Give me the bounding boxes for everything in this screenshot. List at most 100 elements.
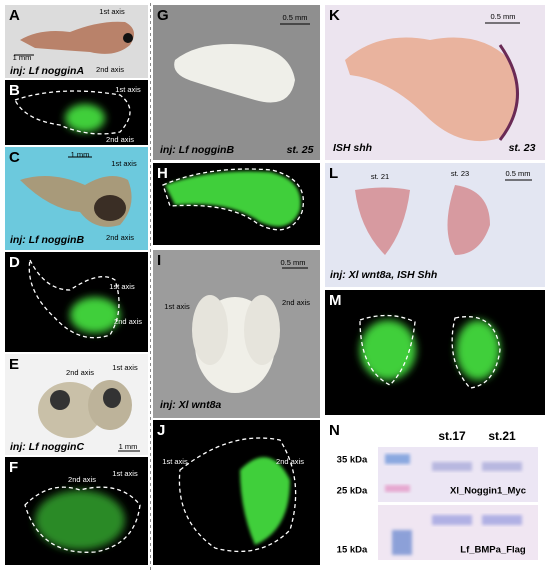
embryo-shape [165, 171, 301, 227]
caption: inj: Lf nogginB [160, 144, 234, 156]
embryo-shape [178, 437, 297, 553]
embryo-shape [123, 33, 133, 43]
caption: inj: Xl wnt8a [160, 399, 221, 411]
embryo-shape [355, 187, 410, 255]
label: 1 mm [13, 53, 32, 62]
label: st. 21 [371, 172, 389, 181]
embryo-shape [482, 515, 522, 525]
embryo-shape [94, 195, 126, 221]
embryo-shape [244, 295, 280, 365]
caption: st. 23 [509, 142, 536, 154]
panel: D 1st axis 2nd axis [5, 252, 148, 352]
caption: inj: Lf nogginB [10, 234, 84, 246]
embryo-shape [35, 490, 125, 550]
embryo-shape [50, 390, 70, 410]
caption: st. 25 [287, 144, 314, 156]
label: 1st axis [162, 457, 188, 466]
label: 1st axis [111, 159, 137, 168]
label: 2nd axis [106, 135, 134, 144]
panel: J 1st axis 2nd axis [153, 420, 320, 565]
panel: B 1st axis 2nd axis [5, 80, 148, 145]
panel-letter: J [157, 422, 165, 439]
label: st. 23 [451, 169, 469, 178]
caption: ISH shh [333, 142, 372, 154]
embryo-shape [20, 21, 134, 54]
embryo-shape [65, 104, 105, 132]
panel-image [325, 163, 545, 287]
embryo-shape [162, 168, 304, 231]
label: 25 kDa [337, 486, 368, 497]
panel-letter: I [157, 252, 161, 269]
embryo-shape [24, 486, 141, 553]
label: 1st axis [99, 7, 125, 16]
label: 2nd axis [66, 368, 94, 377]
label: 0.5 mm [505, 169, 530, 178]
panel-letter: B [9, 82, 20, 99]
panel-letter: K [329, 7, 340, 24]
embryo-shape [498, 44, 519, 141]
panel-image [153, 420, 320, 565]
embryo-shape [28, 257, 120, 339]
panel: M [325, 290, 545, 415]
panel: G 0.5 mm inj: Lf nogginB st. 25 [153, 5, 320, 160]
panel: E 2nd axis 1st axis 1 mm inj: Lf nogginC [5, 354, 148, 455]
panel-letter: F [9, 459, 18, 476]
label: 2nd axis [68, 475, 96, 484]
label: 1st axis [115, 85, 141, 94]
embryo-shape [482, 462, 522, 471]
embryo-shape [385, 454, 410, 464]
embryo-shape [192, 295, 228, 365]
embryo-shape [345, 37, 518, 142]
panel-letter: L [329, 165, 338, 182]
panel-letter: N [329, 422, 340, 439]
label: 2nd axis [282, 298, 310, 307]
label: 0.5 mm [282, 13, 307, 22]
label: 1st axis [109, 282, 135, 291]
embryo-shape [432, 462, 472, 471]
label: 1 mm [119, 442, 138, 451]
label: 0.5 mm [280, 258, 305, 267]
embryo-shape [14, 90, 131, 135]
label: st.17 [438, 429, 466, 443]
panel-image [5, 252, 148, 352]
embryo-shape [451, 316, 501, 389]
label: 35 kDa [337, 455, 368, 466]
embryo-shape [360, 320, 416, 380]
panel: H [153, 163, 320, 245]
embryo-shape [385, 485, 410, 492]
embryo-shape [174, 44, 295, 103]
label: 1st axis [112, 363, 138, 372]
label: Xl_Noggin1_Myc [450, 486, 526, 497]
panel-image [325, 290, 545, 415]
panel-letter: G [157, 7, 169, 24]
label: 2nd axis [106, 233, 134, 242]
embryo-shape [392, 530, 412, 555]
panel: I 0.5 mm 1st axis 2nd axis inj: Xl wnt8a [153, 250, 320, 418]
embryo-shape [359, 314, 416, 386]
caption: inj: Lf nogginA [10, 65, 84, 77]
label: 2nd axis [96, 65, 124, 74]
label: Lf_BMPa_Flag [460, 545, 526, 556]
panel-letter: E [9, 356, 19, 373]
label: 2nd axis [276, 457, 304, 466]
label: 0.5 mm [490, 12, 515, 21]
embryo-shape [432, 515, 472, 525]
label: 1 mm [71, 150, 90, 159]
embryo-shape [70, 297, 120, 333]
panel-letter: M [329, 292, 342, 309]
label: 1st axis [112, 469, 138, 478]
panel: F 2nd axis 1st axis [5, 457, 148, 565]
caption: inj: Xl wnt8a, ISH Shh [330, 269, 437, 281]
panel-letter: A [9, 7, 20, 24]
panel-letter: H [157, 165, 168, 182]
label: 2nd axis [114, 317, 142, 326]
embryo-shape [456, 320, 500, 380]
label: 1st axis [164, 302, 190, 311]
panel: A 1st axis 2nd axis 1 mm inj: Lf nogginA [5, 5, 148, 78]
panel: K 0.5 mm ISH shh st. 23 [325, 5, 545, 160]
panel-letter: C [9, 149, 20, 166]
panel: C 1 mm 1st axis 2nd axis inj: Lf nogginB [5, 147, 148, 250]
